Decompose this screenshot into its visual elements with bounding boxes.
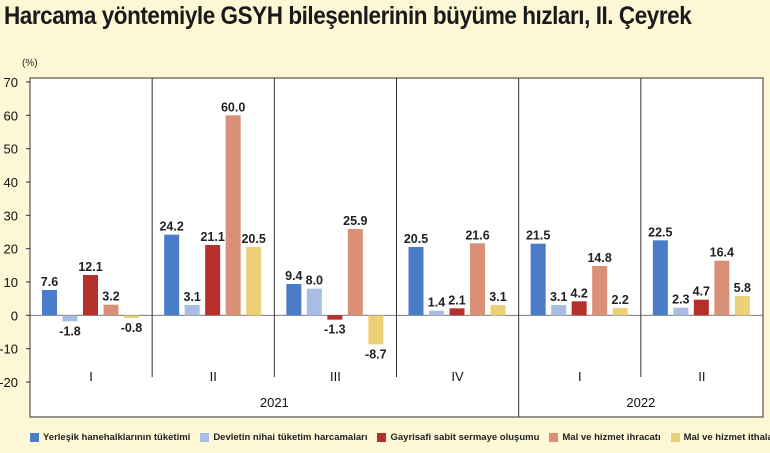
- legend-swatch: [670, 432, 680, 442]
- legend-item: Mal ve hizmet ihracatı: [549, 431, 661, 443]
- legend-item: Devletin nihai tüketim harcamaları: [200, 432, 367, 443]
- chart-title: Harcama yöntemiyle GSYH bileşenlerinin b…: [4, 2, 694, 30]
- category-label: III: [330, 369, 341, 384]
- bar: [551, 305, 567, 316]
- category-label: I: [578, 369, 582, 384]
- legend-item: Gayrisafi sabit sermaye oluşumu: [377, 432, 539, 443]
- data-label: -1.3: [324, 323, 346, 337]
- legend-label: Mal ve hizmet ithalatı: [683, 431, 770, 443]
- legend-label: Yerleşik hanehalklarının tüketimi: [43, 431, 191, 443]
- bar: [612, 308, 628, 316]
- y-tick-label: -10: [0, 342, 18, 357]
- data-label: 20.5: [241, 232, 265, 246]
- legend-item: Mal ve hizmet ithalatı: [670, 431, 770, 443]
- bar: [470, 243, 485, 316]
- y-tick-label: 20: [4, 242, 18, 257]
- y-tick-label: 70: [4, 75, 18, 90]
- bar: [103, 304, 119, 316]
- y-tick-label: 30: [4, 208, 18, 223]
- year-label: 2021: [260, 395, 289, 410]
- data-label: 60.0: [221, 100, 245, 114]
- data-label: 3.1: [489, 290, 506, 304]
- legend-label: Devletin nihai tüketim harcamaları: [213, 431, 368, 443]
- bar: [673, 307, 689, 316]
- bar: [184, 305, 200, 316]
- bar: [714, 260, 730, 316]
- data-label: 2.2: [611, 293, 628, 307]
- data-label: 4.2: [570, 286, 587, 300]
- bar: [286, 284, 302, 316]
- data-label: 5.8: [734, 281, 751, 295]
- year-label: 2022: [626, 395, 655, 410]
- y-tick-label: -20: [0, 375, 18, 390]
- data-label: -8.7: [365, 347, 387, 361]
- bar: [408, 247, 424, 316]
- data-label: 21.5: [526, 229, 550, 243]
- bar: [83, 275, 98, 316]
- data-label: -0.8: [121, 321, 143, 335]
- bar: [571, 301, 587, 316]
- data-label: 20.5: [404, 232, 428, 246]
- bar: [652, 240, 668, 316]
- bar: [429, 310, 444, 316]
- data-label: 16.4: [710, 246, 734, 260]
- chart-legend: Yerleşik hanehalklarının tüketimi Devleti…: [30, 427, 770, 447]
- bar: [327, 315, 343, 320]
- data-label: 21.1: [200, 230, 224, 244]
- bar: [347, 229, 363, 316]
- data-label: 3.1: [183, 290, 200, 304]
- bar: [592, 266, 608, 316]
- legend-swatch: [30, 432, 39, 442]
- category-label: II: [210, 369, 217, 384]
- bar: [368, 315, 384, 345]
- bar: [734, 296, 750, 316]
- data-label: 24.2: [159, 220, 183, 234]
- y-tick-label: 60: [4, 108, 18, 123]
- bar: [164, 234, 180, 316]
- y-tick-label: 40: [4, 175, 18, 190]
- data-label: 9.4: [285, 269, 302, 283]
- bar: [490, 305, 506, 316]
- bar: [693, 299, 709, 316]
- data-label: 4.7: [693, 285, 710, 299]
- data-label: 3.2: [102, 290, 119, 304]
- category-label: IV: [451, 369, 464, 384]
- data-label: 7.6: [41, 275, 58, 289]
- bar: [205, 245, 221, 316]
- data-label: 25.9: [343, 214, 367, 228]
- legend-label: Gayrisafi sabit sermaye oluşumu: [390, 431, 540, 443]
- legend-item: Yerleşik hanehalklarının tüketimi: [30, 432, 190, 443]
- bar: [246, 247, 262, 316]
- bar: [306, 288, 322, 316]
- bar: [62, 315, 78, 322]
- y-unit-label: (%): [22, 58, 38, 69]
- data-label: 3.1: [550, 290, 567, 304]
- data-label: 21.6: [465, 228, 489, 242]
- legend-label: Mal ve hizmet ihracatı: [562, 431, 661, 443]
- data-label: 2.3: [672, 293, 689, 307]
- bar: [42, 290, 57, 316]
- y-tick-label: 10: [4, 275, 18, 290]
- bar: [449, 308, 465, 316]
- bar: [530, 243, 546, 316]
- data-label: 8.0: [306, 274, 323, 288]
- data-label: 1.4: [428, 296, 445, 310]
- legend-swatch: [200, 432, 210, 442]
- bar: [225, 115, 241, 316]
- y-tick-label: 0: [11, 308, 18, 323]
- data-label: 12.1: [78, 260, 102, 274]
- legend-swatch: [549, 432, 559, 442]
- y-tick-label: 50: [4, 142, 18, 157]
- legend-swatch: [377, 432, 387, 442]
- data-label: 2.1: [448, 293, 465, 307]
- category-label: I: [89, 369, 93, 384]
- data-label: 14.8: [587, 251, 611, 265]
- bar: [124, 315, 139, 318]
- data-label: 22.5: [648, 225, 672, 239]
- data-label: -1.8: [59, 324, 81, 338]
- category-label: II: [698, 369, 705, 384]
